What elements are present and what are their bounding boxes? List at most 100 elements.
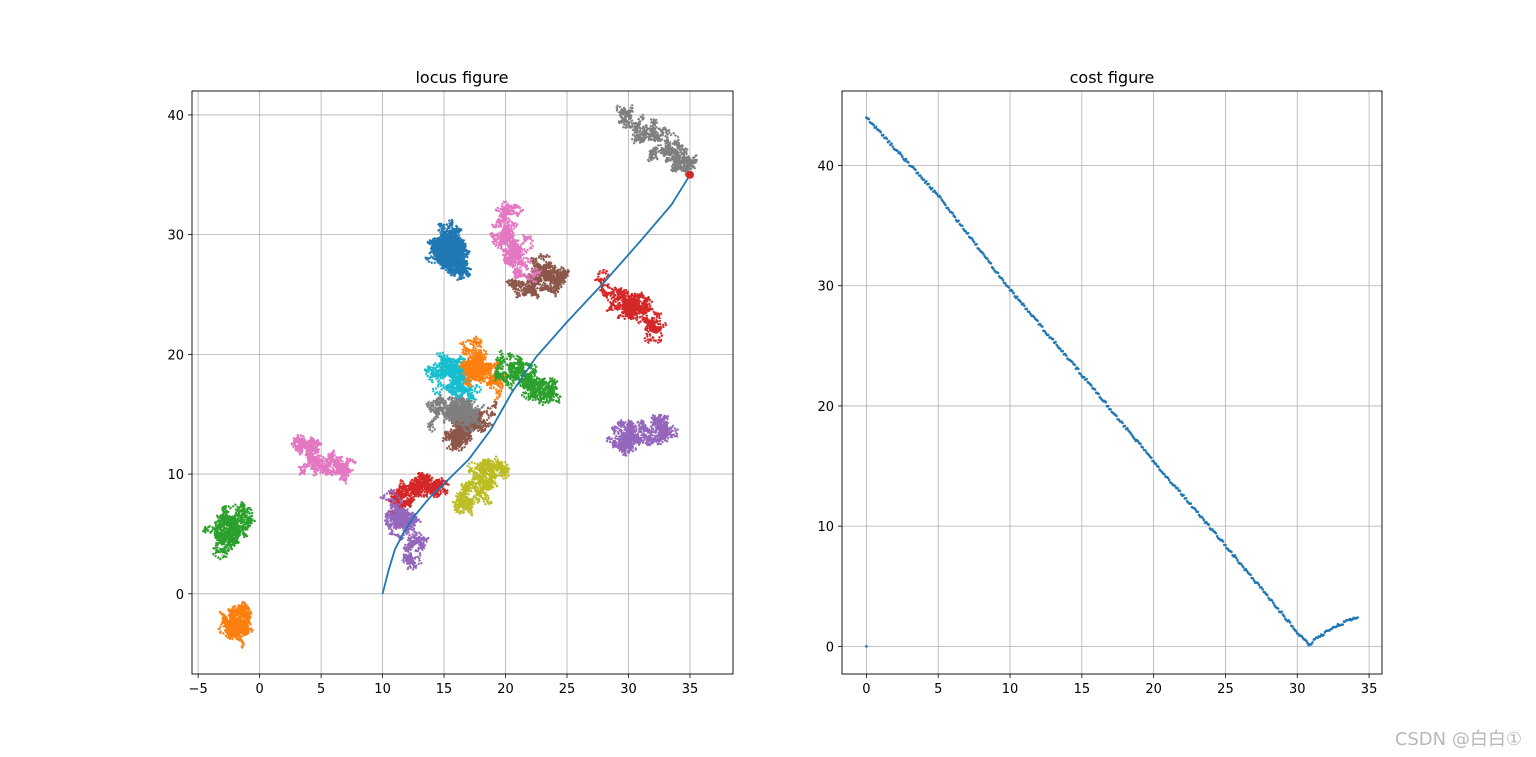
cost-point — [1273, 603, 1276, 607]
cost-point — [1242, 566, 1245, 569]
cost-point — [916, 171, 920, 175]
cost-point — [1215, 535, 1219, 538]
obstacle-walk — [451, 455, 511, 517]
cost-point — [1023, 304, 1026, 308]
cost-point — [972, 240, 976, 244]
locus-x-tick-label: 20 — [497, 682, 514, 697]
cost-point — [1176, 487, 1179, 490]
cost-point — [914, 168, 917, 172]
cost-point — [1051, 337, 1055, 341]
cost-y-tick-label: 40 — [817, 160, 834, 175]
cost-point — [966, 231, 970, 235]
obstacle-walk — [425, 392, 485, 434]
cost-point — [1182, 493, 1185, 497]
cost-point — [872, 123, 875, 127]
cost-point — [1310, 643, 1313, 646]
cost-point — [1249, 573, 1252, 577]
cost-x-tick-label: 35 — [1361, 682, 1378, 697]
cost-point — [1154, 462, 1158, 466]
obstacle-walk — [605, 413, 679, 457]
cost-point — [933, 189, 936, 193]
cost-point — [1109, 408, 1112, 411]
cost-point — [970, 236, 973, 240]
obstacle-walk — [289, 433, 358, 485]
cost-point — [1152, 459, 1155, 463]
cost-point — [1015, 295, 1019, 299]
cost-point — [1123, 424, 1127, 428]
locus-x-tick-label: 15 — [436, 682, 453, 697]
cost-point — [1251, 577, 1255, 580]
locus-figure-chart: locus figure −5 0 5 10 15 20 25 30 35 0 10 20 30 40 — [167, 68, 734, 697]
cost-point — [1194, 508, 1197, 511]
cost-point — [1041, 325, 1044, 328]
cost-point — [1001, 278, 1005, 282]
obstacle-walk — [614, 104, 699, 178]
cost-point — [1166, 476, 1170, 480]
cost-point — [1150, 456, 1153, 460]
cost-point — [907, 161, 910, 164]
cost-point — [1322, 633, 1325, 637]
cost-point — [1236, 558, 1239, 562]
cost-point — [1270, 599, 1274, 602]
cost-point — [1196, 510, 1200, 514]
cost-y-tick-label: 30 — [817, 280, 834, 295]
cost-point — [1163, 473, 1166, 476]
cost-point — [1288, 621, 1292, 624]
locus-x-tick-label: −5 — [189, 682, 208, 697]
locus-y-tick-label: 30 — [167, 229, 184, 244]
cost-point — [1139, 442, 1142, 446]
obstacle-walk — [202, 501, 256, 561]
cost-point — [1012, 291, 1015, 295]
cost-point — [1115, 414, 1118, 418]
main-path-line — [381, 174, 691, 595]
cost-point — [1117, 418, 1121, 422]
cost-point — [920, 176, 923, 179]
cost-figure-chart: cost figure 0 5 10 15 20 25 30 35 0 10 20 30 40 — [817, 68, 1383, 697]
cost-point — [1306, 641, 1309, 645]
cost-point — [1141, 446, 1145, 449]
cost-point — [1036, 319, 1039, 323]
cost-x-tick-label: 30 — [1289, 682, 1306, 697]
cost-point — [1047, 333, 1050, 337]
cost-y-tick-label: 20 — [817, 400, 834, 415]
cost-point — [1257, 583, 1261, 587]
locus-x-tick-label: 25 — [559, 682, 576, 697]
cost-point — [1214, 531, 1218, 535]
cost-point — [901, 155, 904, 158]
cost-point — [947, 208, 951, 212]
cost-point — [1121, 421, 1124, 425]
cost-point — [1276, 607, 1280, 610]
cost-point — [1082, 375, 1086, 379]
cost-point — [896, 149, 899, 153]
cost-point — [891, 145, 894, 148]
cost-point — [1294, 629, 1298, 633]
locus-y-tick-label: 10 — [167, 468, 184, 483]
obstacle-walk — [493, 349, 562, 407]
locus-y-tick-label: 20 — [167, 348, 184, 363]
cost-point — [1233, 554, 1237, 557]
obstacle-walk — [441, 399, 498, 453]
cost-point — [1266, 593, 1269, 597]
cost-point — [1207, 523, 1210, 526]
cost-point — [1256, 581, 1260, 585]
locus-y-tick-label: 40 — [167, 109, 184, 124]
cost-point — [1173, 484, 1177, 488]
cost-point — [1234, 556, 1238, 559]
cost-point — [881, 133, 885, 137]
cost-point — [885, 137, 889, 141]
cost-point — [1065, 354, 1068, 357]
cost-point — [1073, 363, 1076, 367]
cost-point — [1043, 330, 1046, 333]
locus-y-tick-label: 0 — [176, 588, 184, 603]
cost-point — [951, 211, 954, 215]
cost-point — [874, 125, 878, 129]
cost-point — [1167, 478, 1171, 482]
locus-x-tick-label: 35 — [682, 682, 699, 697]
cost-point — [1189, 502, 1193, 505]
cost-point — [922, 178, 926, 181]
cost-x-tick-label: 0 — [862, 682, 870, 697]
cost-point — [1201, 516, 1204, 520]
cost-x-tick-label: 20 — [1145, 682, 1162, 697]
cost-x-tick-label: 5 — [934, 682, 942, 697]
